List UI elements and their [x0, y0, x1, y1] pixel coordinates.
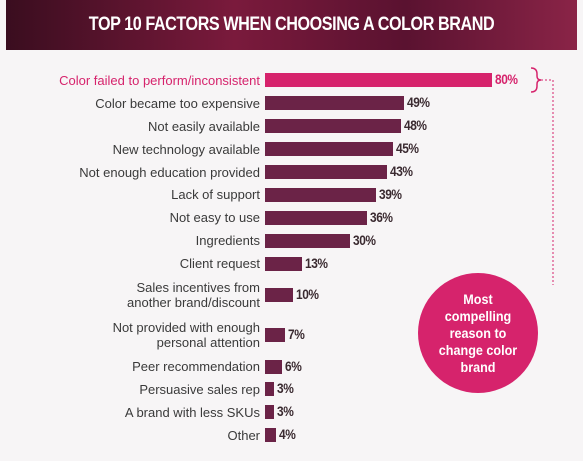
- chart-title: TOP 10 FACTORS WHEN CHOOSING A COLOR BRA…: [88, 14, 495, 35]
- category-label: Client request: [179, 256, 260, 272]
- bar: [265, 405, 274, 420]
- value-label: 3%: [276, 380, 294, 397]
- category-label: Peer recommendation: [132, 359, 260, 375]
- category-label: Other: [227, 427, 260, 443]
- category-label: Color failed to perform/inconsistent: [59, 72, 260, 88]
- bar: [265, 119, 402, 134]
- value-label: 10%: [296, 286, 319, 303]
- bar: [265, 382, 274, 397]
- category-label: Color became too expensive: [95, 95, 260, 111]
- bar: [265, 96, 405, 111]
- category-label: Not provided with enough personal attent…: [112, 320, 260, 351]
- value-label: 13%: [304, 254, 328, 271]
- value-label: 49%: [407, 94, 430, 111]
- category-label: Persuasive sales rep: [139, 381, 260, 397]
- value-label: 3%: [276, 403, 294, 420]
- category-label: Sales incentives from another brand/disc…: [127, 280, 260, 311]
- bracket: [530, 67, 542, 93]
- bar: [265, 328, 285, 343]
- bar: [265, 142, 393, 157]
- category-label: Not easy to use: [169, 210, 260, 226]
- value-label: 4%: [279, 426, 296, 443]
- value-label: 6%: [285, 357, 302, 374]
- title-banner: TOP 10 FACTORS WHEN CHOOSING A COLOR BRA…: [6, 0, 577, 50]
- value-label: 80%: [495, 71, 518, 88]
- annotation-circle: Most compelling reason to change color b…: [418, 273, 538, 393]
- bar: [265, 165, 387, 180]
- bar: [265, 187, 376, 202]
- category-label: Not enough education provided: [79, 164, 260, 180]
- category-label: Ingredients: [195, 233, 260, 249]
- value-label: 7%: [287, 326, 305, 343]
- value-label: 39%: [378, 185, 402, 202]
- category-label: New technology available: [112, 141, 260, 157]
- value-label: 45%: [395, 140, 419, 157]
- bar: [265, 73, 492, 88]
- bar: [265, 359, 283, 374]
- bar: [265, 233, 351, 248]
- bar: [265, 288, 294, 303]
- category-label: Lack of support: [171, 187, 260, 203]
- bar: [265, 256, 302, 271]
- value-label: 48%: [404, 117, 427, 134]
- category-label: A brand with less SKUs: [124, 404, 260, 420]
- value-label: 43%: [390, 163, 413, 180]
- annotation: Most compelling reason to change color b…: [438, 291, 518, 375]
- bar: [265, 210, 368, 225]
- bar: [265, 428, 277, 443]
- category-label: Not easily available: [147, 118, 260, 134]
- value-label: 36%: [370, 208, 393, 225]
- value-label: 30%: [353, 231, 376, 248]
